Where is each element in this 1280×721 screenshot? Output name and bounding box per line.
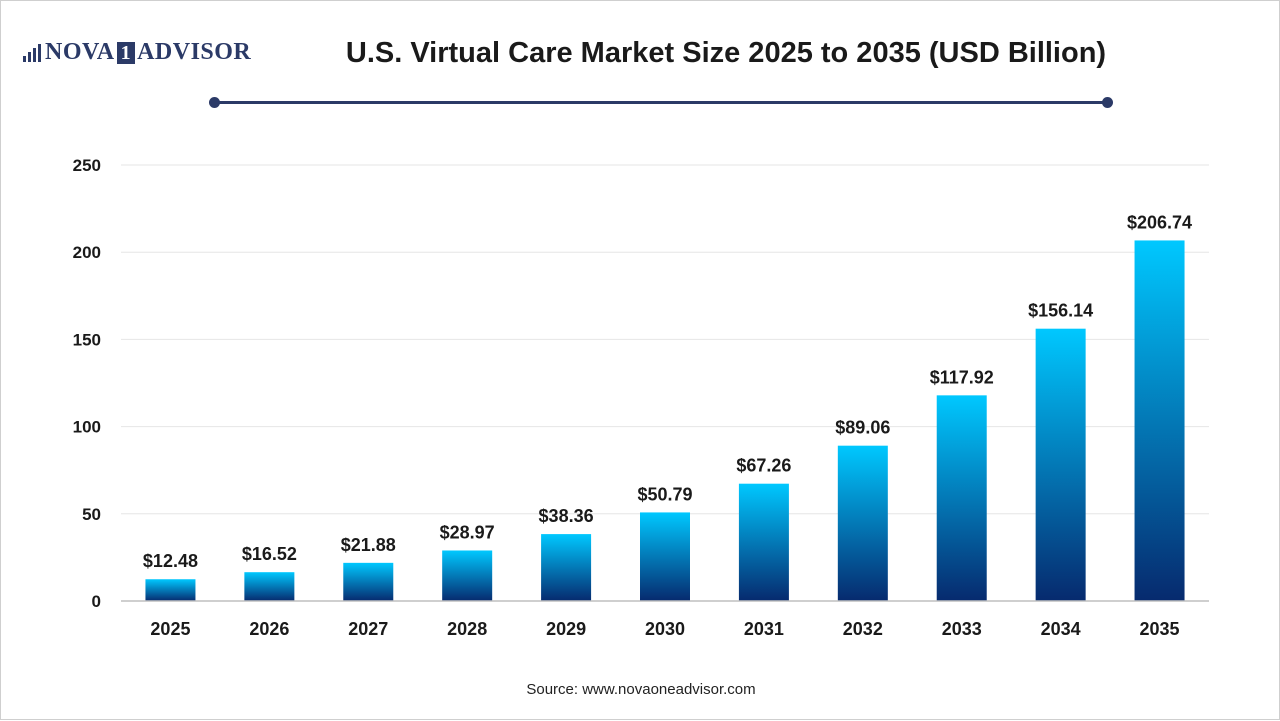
y-tick-label: 100 [73, 418, 101, 437]
value-label-2029: $38.36 [539, 506, 594, 526]
x-tick-label-2033: 2033 [942, 619, 982, 639]
x-tick-label-2035: 2035 [1140, 619, 1180, 639]
logo-text-right: ADVISOR [137, 39, 252, 65]
x-tick-label-2028: 2028 [447, 619, 487, 639]
value-label-2033: $117.92 [930, 367, 994, 387]
x-tick-label-2031: 2031 [744, 619, 784, 639]
x-tick-label-2027: 2027 [348, 619, 388, 639]
x-tick-label-2025: 2025 [150, 619, 190, 639]
bar-2029 [541, 534, 592, 601]
bar-2035 [1134, 240, 1185, 601]
x-tick-label-2032: 2032 [843, 619, 883, 639]
x-tick-label-2034: 2034 [1041, 619, 1081, 639]
x-tick-label-2026: 2026 [249, 619, 289, 639]
y-tick-label: 50 [82, 505, 101, 524]
bar-2030 [640, 512, 690, 601]
logo: NOVA 1 ADVISOR [23, 39, 251, 66]
bar-2034 [1035, 328, 1086, 601]
chart-title: U.S. Virtual Care Market Size 2025 to 20… [345, 37, 1107, 69]
x-axis-ticks: 2025 2026 2027 2028 2029 2030 2031 2032 2033 2034… [150, 619, 1179, 639]
logo-bars-icon [23, 43, 41, 62]
title-underline-right-dot [1102, 97, 1113, 108]
y-axis-ticks: 0 50 100 150 200 250 [73, 156, 101, 611]
bar-2027 [343, 562, 394, 601]
y-tick-label: 150 [73, 330, 101, 349]
y-tick-label: 250 [73, 156, 101, 175]
value-label-2027: $21.88 [341, 535, 396, 555]
value-label-2026: $16.52 [242, 544, 297, 564]
title-underline-left-dot [209, 97, 220, 108]
logo-box: 1 [116, 41, 136, 64]
x-tick-label-2030: 2030 [645, 619, 685, 639]
value-label-2028: $28.97 [440, 522, 495, 542]
title-underline [214, 101, 1107, 104]
value-label-2035: $206.74 [1127, 212, 1192, 232]
value-label-2032: $89.06 [835, 418, 890, 438]
value-label-2030: $50.79 [637, 484, 692, 504]
bar-2028 [442, 550, 493, 601]
value-label-2031: $67.26 [736, 456, 791, 476]
value-labels: $12.48 $16.52 $21.88 $28.97 $38.36 $50.79 $67.… [143, 212, 1192, 571]
bar-2032 [837, 445, 888, 601]
value-label-2025: $12.48 [143, 551, 198, 571]
bar-2025 [145, 579, 196, 601]
y-tick-label: 200 [73, 243, 101, 262]
source-note: Source: www.novaoneadvisor.com [526, 681, 756, 698]
y-tick-label: 0 [92, 592, 101, 611]
bar-2033 [936, 395, 987, 601]
bar-2026 [244, 572, 295, 601]
x-tick-label-2029: 2029 [546, 619, 586, 639]
value-label-2034: $156.14 [1028, 301, 1093, 321]
bar-2031 [738, 483, 789, 601]
bars [145, 240, 1185, 601]
logo-text-left: NOVA [45, 39, 115, 65]
